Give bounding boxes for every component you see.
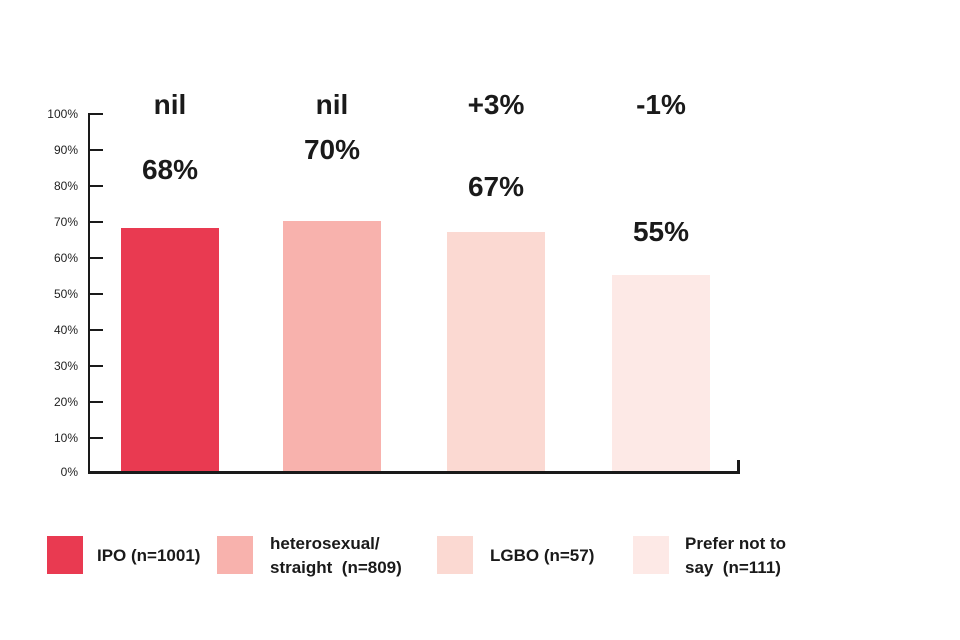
legend-swatch-prefer-not-to-say bbox=[633, 536, 669, 574]
bar-prefer-not-to-say bbox=[612, 275, 710, 473]
y-tick-label: 20% bbox=[53, 395, 78, 409]
y-tick-label: 100% bbox=[47, 107, 78, 121]
legend-swatch-heterosexual-straight bbox=[217, 536, 253, 574]
bar-value-label: 68% bbox=[141, 154, 199, 185]
bar-lgbo bbox=[447, 232, 545, 473]
bar-value-label: 67% bbox=[467, 171, 525, 202]
y-tick bbox=[88, 221, 103, 223]
x-axis-end-tick bbox=[737, 460, 740, 472]
y-tick bbox=[88, 329, 103, 331]
bar-heterosexual-straight bbox=[283, 221, 381, 473]
legend-label-heterosexual-straight: heterosexual/straight (n=809) bbox=[270, 534, 402, 577]
y-tick-label: 40% bbox=[53, 323, 78, 337]
y-tick bbox=[88, 185, 103, 187]
y-tick-label: 10% bbox=[53, 431, 78, 445]
y-tick-label: 30% bbox=[53, 359, 78, 373]
y-tick bbox=[88, 437, 103, 439]
y-tick-label: 70% bbox=[53, 215, 78, 229]
legend-swatch-lgbo bbox=[437, 536, 473, 574]
y-tick bbox=[88, 113, 103, 115]
legend-label-prefer-not-to-say: Prefer not to say (n=111) bbox=[685, 534, 787, 577]
legend-label-ipo: IPO (n=1001) bbox=[97, 535, 200, 577]
y-tick bbox=[88, 293, 103, 295]
bar-value-label: 55% bbox=[632, 216, 690, 247]
legend-label-line: say (n=111) bbox=[685, 558, 781, 577]
bar-delta-label: +3% bbox=[467, 89, 525, 120]
y-tick bbox=[88, 257, 103, 259]
bar-ipo bbox=[121, 228, 219, 473]
legend-label-lgbo: LGBO (n=57) bbox=[490, 535, 594, 577]
y-tick-label: 50% bbox=[53, 287, 78, 301]
y-tick-label: 80% bbox=[53, 179, 78, 193]
y-tick-label: 90% bbox=[53, 143, 78, 157]
bar-delta-label: nil bbox=[153, 89, 187, 120]
bar-delta-label: -1% bbox=[636, 89, 686, 120]
y-tick bbox=[88, 365, 103, 367]
legend-label-line: straight (n=809) bbox=[270, 558, 402, 577]
y-tick-label: 0% bbox=[60, 465, 78, 479]
legend-swatch-ipo bbox=[47, 536, 83, 574]
x-axis-line bbox=[88, 471, 740, 474]
legend-label-line: LGBO (n=57) bbox=[490, 546, 595, 565]
y-tick-label: 60% bbox=[53, 251, 78, 265]
legend-label-line: IPO (n=1001) bbox=[97, 546, 201, 565]
legend-label-line: heterosexual/ bbox=[270, 534, 380, 553]
y-tick bbox=[88, 401, 103, 403]
bar-delta-label: nil bbox=[315, 89, 349, 120]
y-tick bbox=[88, 149, 103, 151]
bar-value-label: 70% bbox=[303, 134, 361, 165]
legend-label-line: Prefer not to bbox=[685, 534, 787, 553]
